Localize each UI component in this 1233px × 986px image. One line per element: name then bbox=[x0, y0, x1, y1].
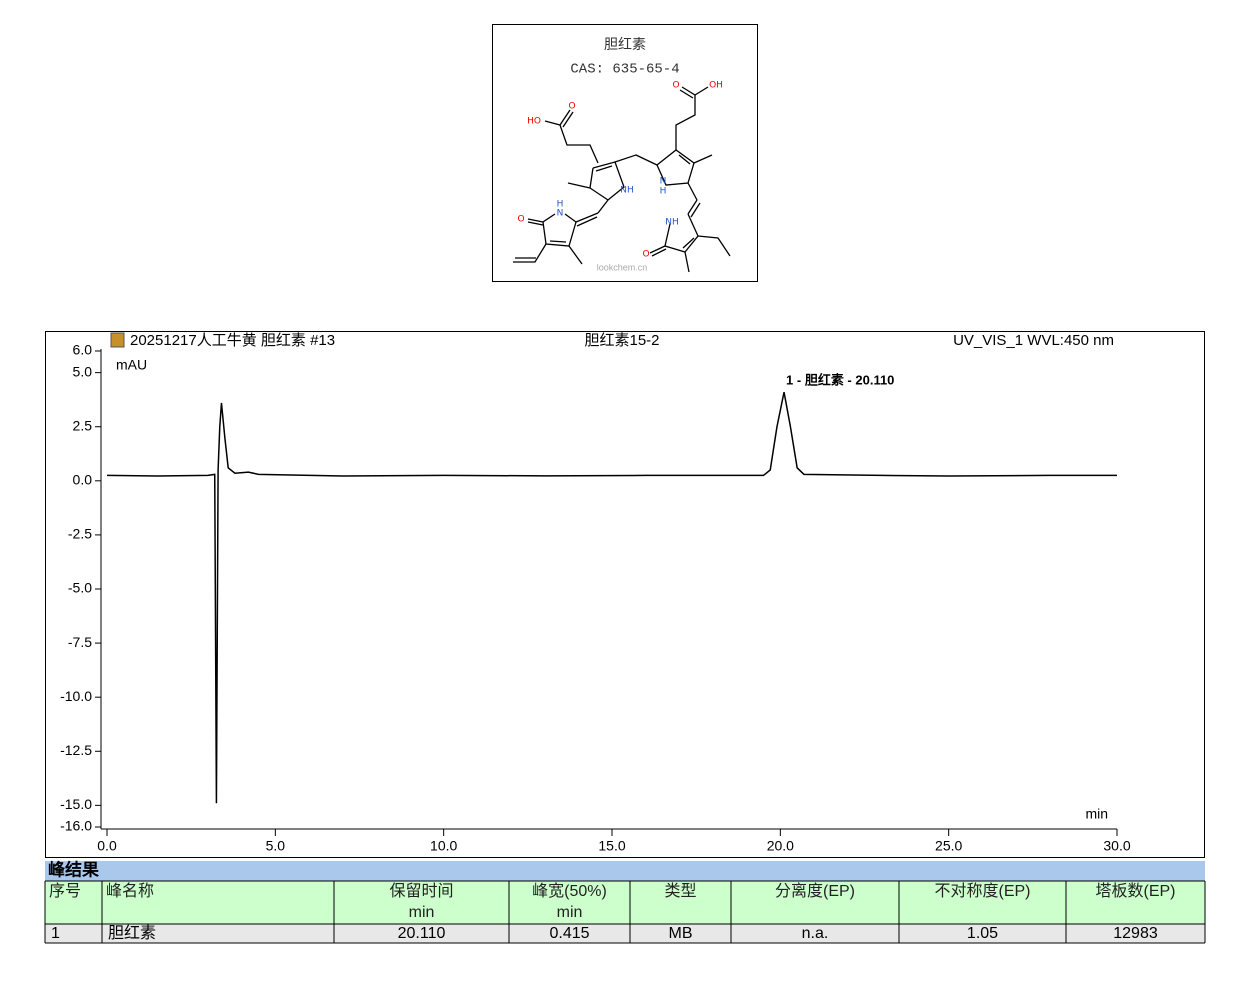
table-title: 峰结果 bbox=[48, 859, 99, 879]
x-tick-label: 20.0 bbox=[767, 838, 794, 854]
table-cell: 0.415 bbox=[549, 925, 589, 942]
table-cell: 20.110 bbox=[398, 925, 446, 942]
structure-box bbox=[492, 24, 758, 282]
atom-label: N bbox=[557, 209, 564, 219]
table-cell: n.a. bbox=[802, 925, 829, 942]
table-header-cell: 序号 bbox=[49, 882, 81, 900]
y-tick-label: -5.0 bbox=[68, 580, 92, 596]
atom-label: NH bbox=[620, 186, 634, 196]
x-axis-label: min bbox=[1085, 806, 1108, 822]
table-cell: 12983 bbox=[1113, 925, 1158, 942]
y-tick-label: -12.5 bbox=[60, 742, 92, 758]
x-tick-label: 25.0 bbox=[935, 838, 962, 854]
table-header-cell: 塔板数(EP) bbox=[1095, 882, 1175, 900]
x-tick-label: 0.0 bbox=[97, 838, 117, 854]
table-header-cell: min bbox=[557, 904, 583, 921]
atom-label: H bbox=[660, 187, 667, 197]
atom-label: OH bbox=[709, 81, 723, 91]
table-header-cell: 分离度(EP) bbox=[775, 882, 855, 900]
result-table: 峰结果 bbox=[45, 859, 1205, 944]
atom-label: NH bbox=[665, 218, 679, 228]
y-tick-label: 0.0 bbox=[73, 472, 93, 488]
x-tick-label: 10.0 bbox=[430, 838, 457, 854]
x-tick-label: 5.0 bbox=[266, 838, 286, 854]
molecule bbox=[513, 86, 731, 273]
watermark: lookchem.cn bbox=[597, 262, 648, 272]
atom-label: HO bbox=[527, 117, 541, 127]
table-header-cell: 类型 bbox=[664, 882, 696, 900]
y-tick-label: 2.5 bbox=[73, 417, 93, 433]
y-tick-label: 5.0 bbox=[73, 363, 93, 379]
table-header-cell: 峰宽(50%) bbox=[532, 882, 607, 900]
chart-icon bbox=[110, 332, 125, 348]
chart-frame bbox=[45, 331, 1205, 858]
table-title-band bbox=[45, 861, 1205, 881]
chart-subtitle: 胆红素15-2 bbox=[584, 332, 659, 349]
atom-label: H bbox=[557, 200, 564, 210]
x-tick-label: 30.0 bbox=[1103, 838, 1130, 854]
atom-label: O bbox=[517, 215, 524, 225]
atom-label: N bbox=[660, 177, 667, 187]
table-header-cell: 保留时间 bbox=[389, 882, 453, 900]
y-tick-label: -15.0 bbox=[60, 796, 92, 812]
table-header-cell: 峰名称 bbox=[106, 882, 154, 900]
structure-title: 胆红素 bbox=[604, 37, 646, 53]
atom-label: O bbox=[568, 102, 575, 112]
peak-annotation: 1 - 胆红素 - 20.110 bbox=[786, 373, 894, 388]
chart-title: 20251217人工牛黄 胆红素 #13 bbox=[130, 332, 335, 349]
atom-label: O bbox=[672, 81, 679, 91]
y-tick-label: -7.5 bbox=[68, 634, 92, 650]
table-cell: 1.05 bbox=[967, 925, 998, 942]
y-axis-label: mAU bbox=[116, 357, 147, 373]
atom-label: O bbox=[642, 250, 649, 260]
table-cell: MB bbox=[669, 925, 693, 942]
y-tick-label: -2.5 bbox=[68, 526, 92, 542]
table-header-cell: min bbox=[409, 904, 435, 921]
y-tick-label: -10.0 bbox=[60, 688, 92, 704]
table-header-band bbox=[45, 881, 1205, 924]
table-cell: 1 bbox=[51, 925, 60, 942]
detector-label: UV_VIS_1 WVL:450 nm bbox=[953, 332, 1114, 349]
table-cell: 胆红素 bbox=[108, 924, 156, 942]
y-tick-label: 6.0 bbox=[73, 342, 93, 358]
y-tick-label: -16.0 bbox=[60, 818, 92, 834]
trace bbox=[106, 391, 1117, 804]
structure-cas: CAS: 635-65-4 bbox=[570, 62, 679, 78]
table-row-band bbox=[45, 924, 1205, 943]
table-header-cell: 不对称度(EP) bbox=[934, 882, 1030, 900]
x-tick-label: 15.0 bbox=[598, 838, 625, 854]
